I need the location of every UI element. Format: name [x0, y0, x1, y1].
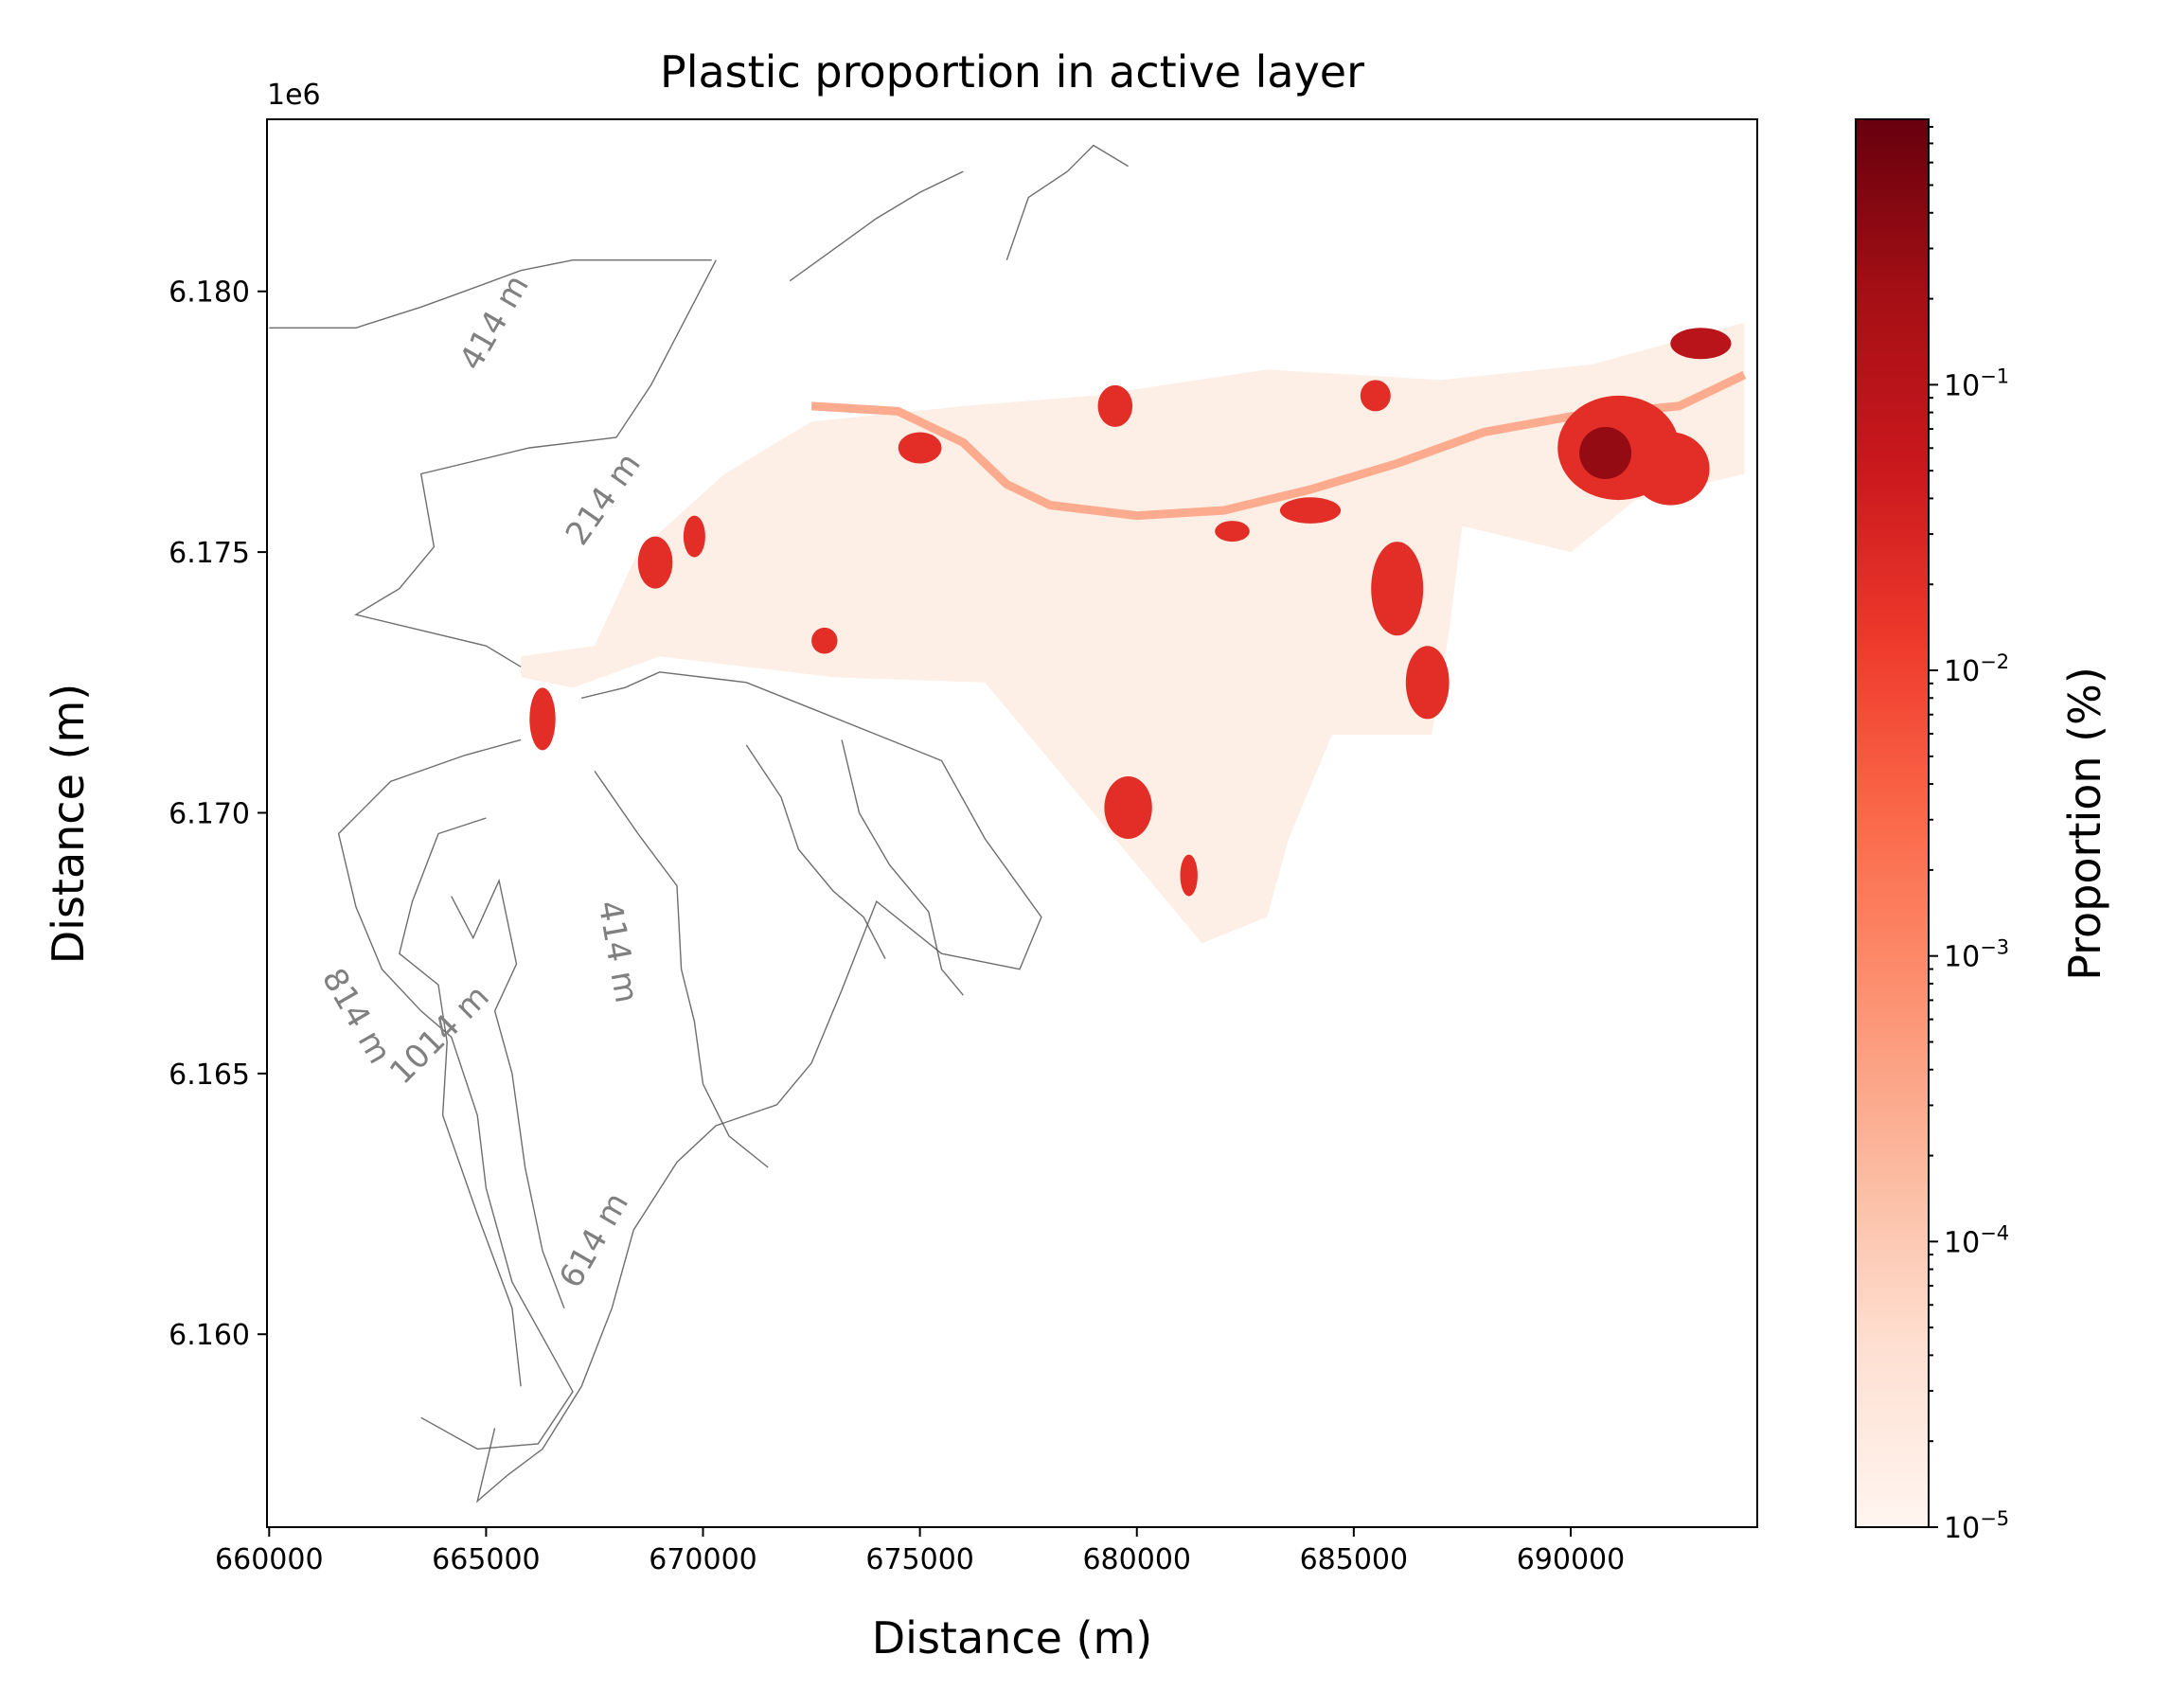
- hotspot-cell: [683, 515, 705, 558]
- hotspot-cell: [529, 687, 556, 751]
- colorbar: [1855, 118, 1930, 1528]
- contour-label: 214 m: [559, 446, 649, 552]
- x-tick-label: 690000: [1517, 1543, 1626, 1576]
- y-axis-label: Distance (m): [43, 684, 94, 964]
- hotspot-cell: [898, 432, 942, 464]
- hotspot-cell: [1215, 521, 1250, 543]
- colorbar-ticks: 10−5 10−4 10−3 10−2 10−1: [1929, 125, 2009, 1545]
- contour-label: 614 m: [552, 1186, 636, 1294]
- hotspot-cell: [811, 627, 838, 654]
- chart-title: Plastic proportion in active layer: [660, 46, 1364, 98]
- y-tick-label: 6.170: [169, 797, 250, 830]
- x-tick-label: 665000: [432, 1543, 541, 1576]
- hotspot-cell: [1180, 854, 1198, 897]
- contour-line: [451, 878, 565, 1308]
- colorbar-tick-label: 10−1: [1944, 365, 2009, 402]
- contour-line: [841, 739, 964, 996]
- x-tick-label: 670000: [649, 1543, 757, 1576]
- x-tick-label: 675000: [865, 1543, 974, 1576]
- hotspot-cell: [1631, 432, 1710, 506]
- contour-label: 414 m: [453, 269, 537, 377]
- colorbar-tick-label: 10−2: [1944, 650, 2009, 688]
- contour-line: [399, 817, 522, 1387]
- y-tick-label: 6.180: [169, 276, 250, 310]
- colorbar-tick-label: 10−4: [1944, 1221, 2009, 1259]
- contour-line: [594, 771, 769, 1168]
- hotspot-cell: [637, 536, 673, 589]
- contour-line: [269, 259, 712, 329]
- hotspot-cell: [1579, 427, 1632, 479]
- contour-line: [1005, 144, 1129, 260]
- x-tick-label: 685000: [1300, 1543, 1409, 1576]
- contour-line: [476, 671, 1042, 1503]
- x-axis-label: Distance (m): [872, 1612, 1152, 1664]
- x-tick-label: 660000: [215, 1543, 324, 1576]
- hotspot-cell: [1405, 646, 1450, 720]
- contour-line: [789, 170, 964, 282]
- hotspot-cell: [1371, 542, 1424, 636]
- y-tick-label: 6.175: [169, 537, 250, 570]
- contour-group: [269, 144, 1129, 1503]
- colorbar-tick-label: 10−3: [1944, 936, 2009, 974]
- x-axis-ticks: 660000 665000 670000 675000 680000 685000 6900…: [215, 1527, 1625, 1576]
- y-tick-label: 6.165: [169, 1059, 250, 1092]
- contour-label: 414 m: [590, 898, 645, 1005]
- hotspot-cell: [1097, 384, 1133, 427]
- background-region: [521, 322, 1745, 944]
- hotspot-group: [529, 328, 1732, 897]
- colorbar-label: Proportion (%): [2059, 667, 2110, 981]
- hotspot-cell: [1670, 328, 1732, 360]
- hotspot-cell: [1279, 497, 1342, 524]
- contour-label: 814 m: [314, 962, 399, 1070]
- contour-line: [337, 738, 574, 1450]
- hotspot-cell: [1360, 380, 1391, 412]
- plot-frame: [266, 118, 1758, 1528]
- contour-line: [745, 744, 886, 960]
- colorbar-tick-label: 10−5: [1944, 1507, 2009, 1545]
- y-offset-label: 1e6: [267, 79, 321, 112]
- x-tick-label: 680000: [1082, 1543, 1191, 1576]
- y-tick-label: 6.160: [169, 1319, 250, 1352]
- contour-line: [354, 259, 717, 667]
- hotspot-cell: [1104, 776, 1152, 839]
- y-axis-ticks: 6.160 6.165 6.170 6.175 6.180: [169, 276, 267, 1352]
